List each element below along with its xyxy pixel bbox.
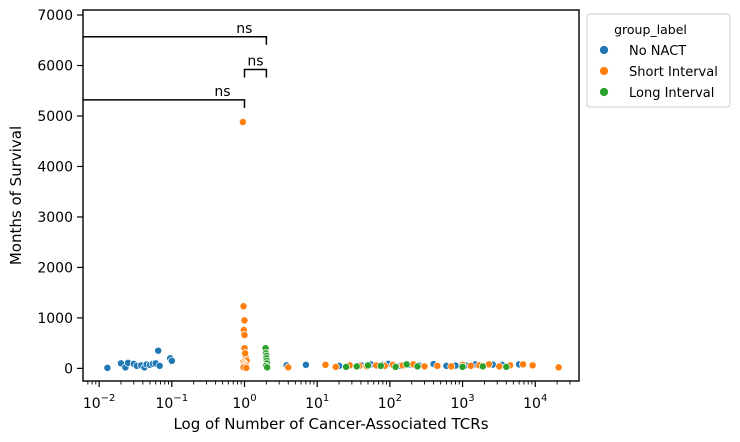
- legend-entry: Short Interval: [599, 65, 718, 80]
- y-axis-label: Months of Survival: [7, 126, 25, 265]
- x-tick-label: 103: [450, 393, 474, 412]
- y-tick-label: 0: [64, 361, 73, 377]
- scatter-points: [103, 118, 563, 372]
- data-point-long-interval: [263, 363, 272, 372]
- data-point-short-interval: [240, 331, 249, 340]
- data-point-short-interval: [433, 361, 442, 370]
- y-tick-label: 4000: [37, 159, 73, 175]
- x-tick-label: 100: [232, 393, 256, 412]
- y-tick-label: 7000: [37, 8, 73, 24]
- legend-marker: [599, 87, 609, 97]
- data-point-short-interval: [242, 363, 251, 372]
- y-tick-label: 3000: [37, 210, 73, 226]
- significance-label: ns: [214, 84, 230, 100]
- y-axis: 0 1000 2000 3000 4000 5000 6000 7000: [37, 8, 83, 377]
- legend-label: Short Interval: [629, 65, 718, 80]
- significance-annotations: ns ns ns: [83, 21, 268, 108]
- data-point-short-interval: [240, 316, 249, 325]
- data-point-short-interval: [519, 360, 528, 369]
- data-point-long-interval: [364, 361, 372, 370]
- legend-entry: No NACT: [599, 44, 686, 59]
- data-point-short-interval: [528, 361, 537, 370]
- x-axis: 10−2 10−1 100 101 102 103 104: [83, 381, 571, 412]
- data-point-long-interval: [413, 362, 422, 371]
- data-point-long-interval: [402, 360, 411, 369]
- legend: group_label No NACT Short Interval Long In…: [586, 13, 731, 108]
- data-point-no-nact: [155, 361, 164, 370]
- legend-marker: [599, 45, 609, 55]
- data-point-long-interval: [458, 362, 467, 371]
- bracket-line: [83, 99, 246, 108]
- plot-frame: [82, 9, 580, 382]
- legend-label: No NACT: [629, 44, 686, 59]
- data-point-no-nact: [154, 346, 163, 355]
- bracket-line: [243, 68, 268, 78]
- x-axis-label: Log of Number of Cancer-Associated TCRs: [173, 415, 488, 433]
- legend-title: group_label: [614, 22, 687, 37]
- y-tick-label: 1000: [37, 311, 73, 327]
- data-point-short-interval: [241, 349, 250, 358]
- x-tick-label: 10−2: [83, 393, 116, 412]
- data-point-short-interval: [239, 302, 248, 311]
- legend-box: [586, 13, 731, 108]
- y-tick-label: 6000: [37, 59, 73, 75]
- x-tick-label: 10−1: [156, 393, 189, 412]
- data-point-short-interval: [447, 362, 456, 371]
- data-point-short-interval: [420, 362, 429, 371]
- data-point-no-nact: [301, 360, 310, 369]
- data-point-long-interval: [391, 362, 400, 371]
- data-point-short-interval: [321, 360, 330, 369]
- data-point-no-nact: [167, 356, 176, 365]
- y-tick-label: 5000: [37, 109, 73, 125]
- data-point-short-interval: [495, 362, 504, 371]
- legend-entry: Long Interval: [599, 86, 714, 101]
- significance-label: ns: [236, 21, 252, 37]
- data-point-short-interval: [284, 363, 293, 372]
- data-point-long-interval: [376, 361, 385, 370]
- data-point-long-interval: [502, 362, 511, 371]
- x-tick-label: 101: [305, 393, 329, 412]
- data-point-long-interval: [478, 362, 487, 371]
- significance-bracket: ns: [83, 21, 268, 45]
- y-tick-label: 2000: [37, 260, 73, 276]
- significance-bracket: ns: [243, 54, 268, 78]
- x-tick-label: 104: [523, 393, 547, 412]
- data-point-long-interval: [342, 362, 351, 371]
- x-tick-label: 102: [378, 393, 402, 412]
- significance-bracket: ns: [83, 84, 246, 108]
- data-point-short-interval: [238, 118, 247, 127]
- legend-label: Long Interval: [629, 86, 714, 101]
- data-point-short-interval: [466, 361, 475, 370]
- legend-marker: [599, 66, 609, 76]
- data-point-no-nact: [103, 363, 112, 372]
- data-point-short-interval: [554, 363, 563, 372]
- bracket-line: [83, 36, 268, 45]
- data-point-long-interval: [352, 362, 361, 371]
- data-point-short-interval: [331, 362, 340, 371]
- significance-label: ns: [247, 54, 263, 70]
